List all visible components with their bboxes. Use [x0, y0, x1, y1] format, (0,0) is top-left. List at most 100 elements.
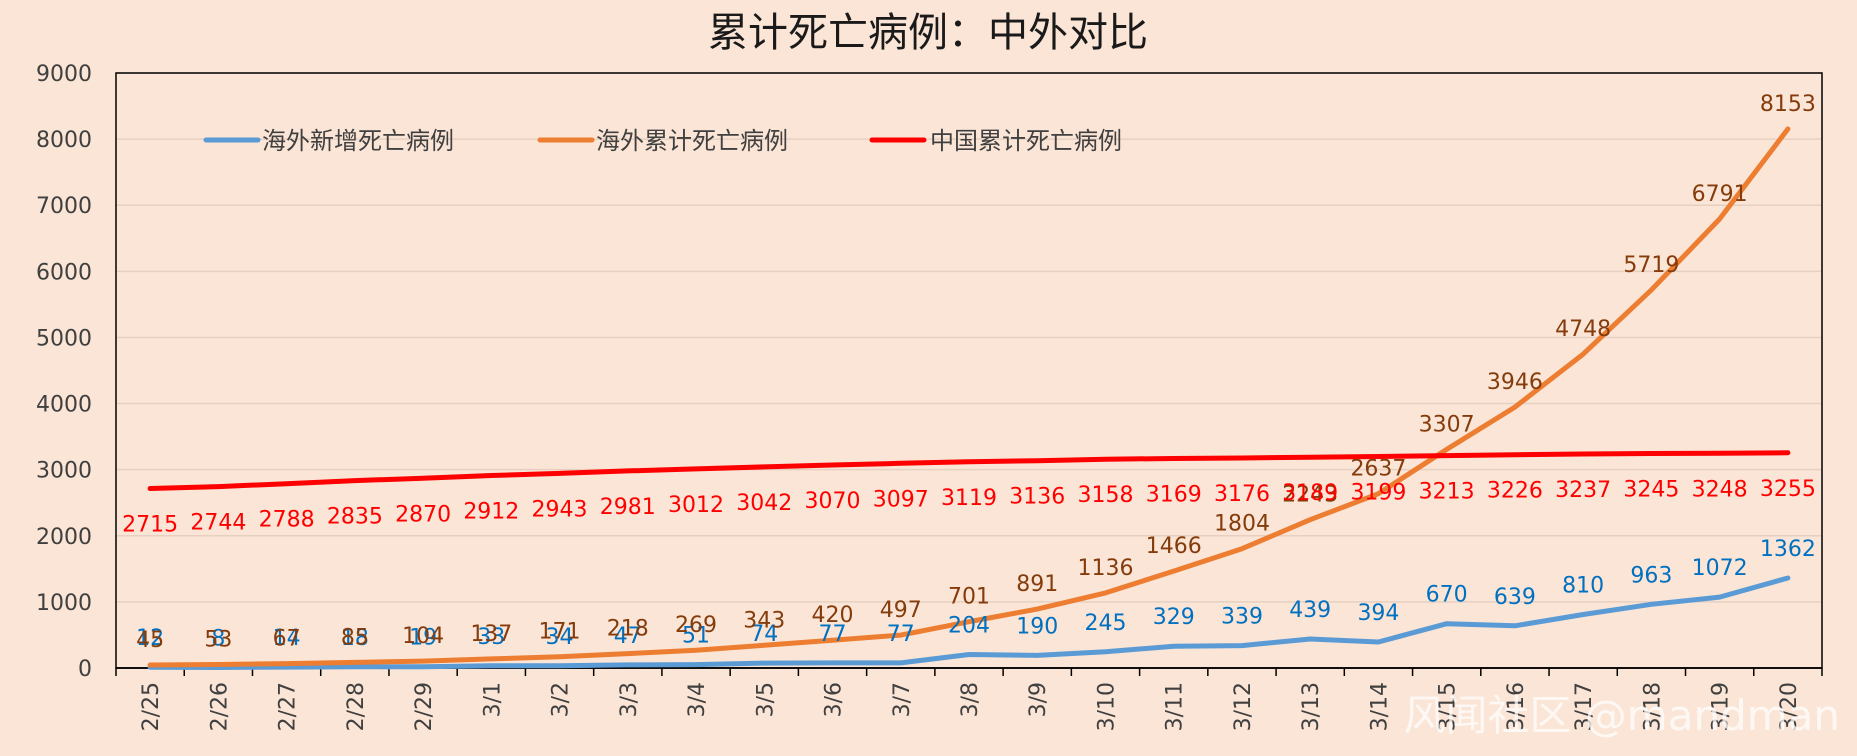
x-tick-label: 3/2 — [549, 682, 574, 717]
data-label: 2870 — [395, 502, 451, 527]
data-label: 2715 — [122, 513, 178, 538]
data-label: 420 — [812, 603, 854, 628]
data-label: 137 — [470, 622, 512, 647]
x-tick-label: 3/9 — [1026, 682, 1051, 717]
x-tick-label: 3/3 — [617, 682, 642, 717]
data-label: 2243 — [1282, 483, 1338, 508]
data-label: 2943 — [532, 497, 588, 522]
data-label: 245 — [1084, 611, 1126, 636]
data-label: 670 — [1426, 583, 1468, 608]
data-label: 47 — [614, 624, 642, 649]
data-label: 2912 — [463, 499, 519, 524]
chart-title: 累计死亡病例：中外对比 — [708, 10, 1148, 56]
data-label: 497 — [880, 598, 922, 623]
data-label: 3136 — [1009, 485, 1065, 510]
x-tick-label: 3/16 — [1504, 682, 1529, 731]
data-label: 77 — [887, 622, 915, 647]
data-label: 19 — [409, 626, 437, 651]
data-label: 3070 — [805, 489, 861, 514]
data-label: 2835 — [327, 505, 383, 530]
x-tick-label: 3/8 — [958, 682, 983, 717]
legend-entry-0: 海外新增死亡病例 — [262, 127, 454, 155]
data-label: 18 — [341, 626, 369, 651]
y-tick-label: 3000 — [36, 459, 92, 484]
y-tick-label: 9000 — [36, 62, 92, 87]
data-label: 3012 — [668, 493, 724, 518]
data-label: 439 — [1289, 598, 1331, 623]
data-label: 3189 — [1282, 481, 1338, 506]
data-label: 2788 — [259, 508, 315, 533]
x-tick-label: 3/5 — [753, 682, 778, 717]
data-label: 85 — [341, 625, 369, 650]
y-tick-label: 8000 — [36, 128, 92, 153]
x-tick-label: 3/14 — [1367, 682, 1392, 731]
x-tick-label: 3/20 — [1777, 682, 1802, 731]
data-label: 2637 — [1350, 457, 1406, 482]
data-label: 12 — [136, 626, 164, 651]
data-label: 3042 — [736, 491, 792, 516]
y-tick-label: 1000 — [36, 591, 92, 616]
y-tick-label: 4000 — [36, 393, 92, 418]
data-label: 269 — [675, 613, 717, 638]
data-labels: 12 8 14 18 19 33 34 47 51 74 77 77 204 190 245 329 339 43… — [122, 92, 1816, 653]
data-label: 3213 — [1419, 480, 1475, 505]
y-tick-label: 7000 — [36, 194, 92, 219]
data-label: 1362 — [1760, 537, 1816, 562]
data-label: 34 — [546, 625, 574, 650]
data-label: 77 — [819, 622, 847, 647]
data-label: 394 — [1357, 601, 1399, 626]
data-label: 204 — [948, 614, 990, 639]
data-label: 53 — [204, 627, 232, 652]
data-label: 1804 — [1214, 512, 1270, 537]
data-label: 1136 — [1077, 556, 1133, 581]
data-label: 6791 — [1692, 182, 1748, 207]
data-label: 8153 — [1760, 92, 1816, 117]
data-label: 33 — [477, 625, 505, 650]
legend-entry-1: 海外累计死亡病例 — [596, 127, 788, 155]
x-tick-label: 3/13 — [1299, 682, 1324, 731]
data-label: 74 — [750, 622, 778, 647]
x-tick-label: 2/26 — [207, 682, 232, 731]
series-line-0 — [147, 575, 1791, 670]
data-label: 339 — [1221, 605, 1263, 630]
data-label: 3158 — [1077, 483, 1133, 508]
data-label: 3119 — [941, 486, 997, 511]
y-tick-label: 2000 — [36, 525, 92, 550]
data-label: 8 — [211, 626, 225, 651]
x-tick-label: 3/11 — [1163, 682, 1188, 731]
x-tick-label: 3/7 — [890, 682, 915, 717]
x-tick-label: 3/19 — [1709, 682, 1734, 731]
data-label: 4748 — [1555, 317, 1611, 342]
x-tick-label: 3/12 — [1231, 682, 1256, 731]
series-line-2 — [147, 450, 1791, 491]
x-tick-label: 2/28 — [344, 682, 369, 731]
y-tick-label: 5000 — [36, 326, 92, 351]
x-tick-label: 2/27 — [276, 682, 301, 731]
data-label: 329 — [1153, 605, 1195, 630]
data-label: 218 — [607, 617, 649, 642]
data-label: 14 — [273, 626, 301, 651]
x-tick-label: 2/29 — [412, 682, 437, 731]
data-label: 3307 — [1419, 412, 1475, 437]
data-label: 2981 — [600, 495, 656, 520]
data-label: 343 — [743, 608, 785, 633]
data-label: 3097 — [873, 487, 929, 512]
data-label: 51 — [682, 624, 710, 649]
x-tick-label: 3/18 — [1640, 682, 1665, 731]
series-lines — [147, 126, 1791, 670]
data-label: 3199 — [1350, 481, 1406, 506]
data-label: 1466 — [1146, 534, 1202, 559]
y-tick-label: 6000 — [36, 260, 92, 285]
data-label: 3255 — [1760, 477, 1816, 502]
data-label: 3237 — [1555, 478, 1611, 503]
data-label: 891 — [1016, 572, 1058, 597]
x-tick-label: 3/15 — [1436, 682, 1461, 731]
data-label: 3248 — [1692, 477, 1748, 502]
data-label: 45 — [136, 628, 164, 653]
x-tick-label: 3/17 — [1572, 682, 1597, 731]
data-label: 104 — [402, 624, 444, 649]
x-tick-label: 3/4 — [685, 682, 710, 717]
data-label: 5719 — [1623, 253, 1679, 278]
data-label: 3176 — [1214, 482, 1270, 507]
